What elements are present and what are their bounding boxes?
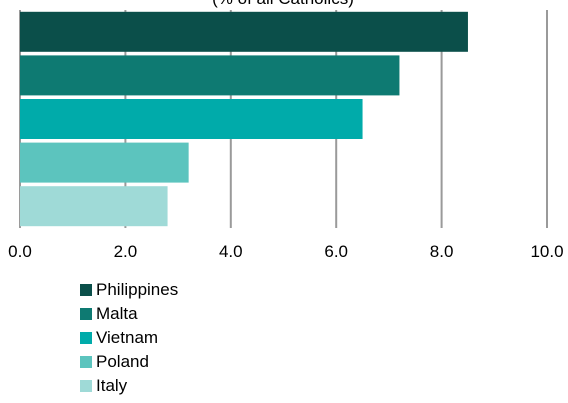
x-tick-label: 0.0: [8, 242, 32, 261]
bar-malta: [20, 55, 400, 96]
legend-item-philippines: Philippines: [80, 278, 178, 302]
legend-item-malta: Malta: [80, 302, 178, 326]
legend-item-italy: Italy: [80, 374, 178, 398]
bar-poland: [20, 142, 189, 183]
legend-item-vietnam: Vietnam: [80, 326, 178, 350]
x-axis-ticks: 0.0 2.0 4.0 6.0 8.0 10.0: [8, 242, 563, 261]
legend-label: Malta: [96, 304, 138, 323]
legend-swatch: [80, 380, 92, 392]
legend-swatch: [80, 284, 92, 296]
legend-label: Philippines: [96, 280, 179, 299]
legend-swatch: [80, 356, 92, 368]
bar-italy: [20, 186, 168, 227]
x-tick-label: 8.0: [430, 242, 454, 261]
x-tick-label: 4.0: [219, 242, 243, 261]
legend-swatch: [80, 332, 92, 344]
x-tick-label: 2.0: [114, 242, 138, 261]
legend-label: Poland: [96, 352, 149, 371]
chart-title: (% of all Catholics): [212, 0, 354, 8]
bars: [20, 11, 468, 227]
x-tick-label: 6.0: [324, 242, 348, 261]
x-tick-label: 10.0: [530, 242, 563, 261]
bar-philippines: [20, 11, 468, 52]
legend-item-poland: Poland: [80, 350, 178, 374]
bar-vietnam: [20, 99, 363, 139]
legend: Philippines Malta Vietnam Poland Italy: [80, 278, 178, 398]
legend-swatch: [80, 308, 92, 320]
legend-label: Italy: [96, 376, 128, 395]
legend-label: Vietnam: [96, 328, 159, 347]
